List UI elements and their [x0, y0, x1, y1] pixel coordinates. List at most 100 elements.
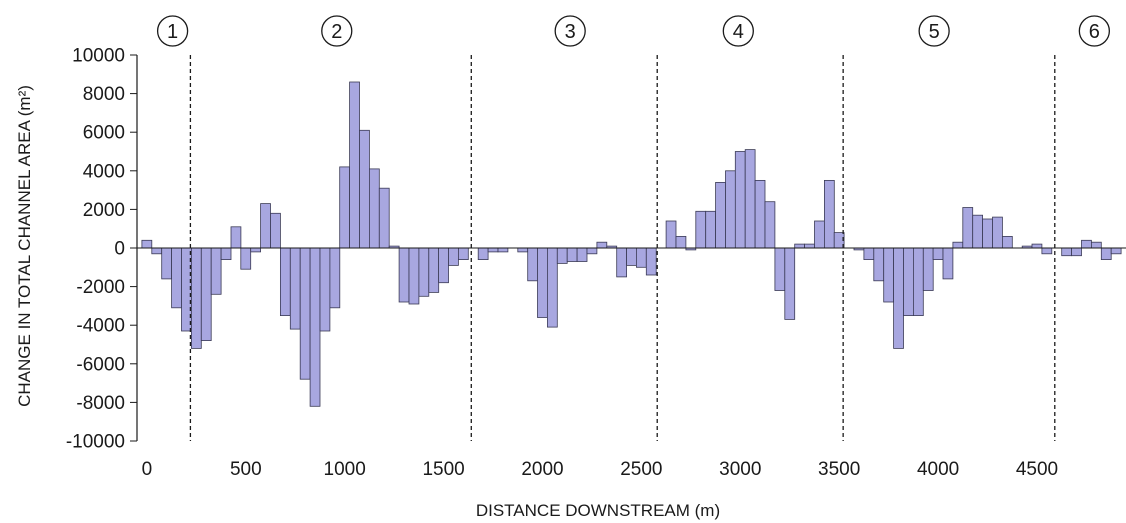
- x-axis-title: DISTANCE DOWNSTREAM (m): [476, 501, 720, 520]
- bar: [398, 247, 410, 303]
- bar: [576, 247, 588, 262]
- zone-label: 5: [929, 21, 940, 43]
- bar: [1041, 247, 1053, 255]
- zone-label: 3: [565, 21, 576, 43]
- bar: [200, 247, 212, 341]
- bar: [1031, 243, 1043, 249]
- zone-circle: [554, 15, 586, 47]
- bar: [586, 247, 598, 255]
- bar: [378, 187, 390, 249]
- bar: [992, 216, 1003, 249]
- bar: [725, 170, 736, 249]
- bar: [359, 129, 370, 249]
- bar-series: [141, 81, 1122, 407]
- bar: [448, 247, 459, 266]
- bar: [240, 247, 252, 270]
- zone-circle: [156, 15, 189, 47]
- zone-label: 1: [167, 21, 178, 43]
- bar: [1110, 247, 1122, 255]
- x-tick-label: 500: [230, 459, 262, 480]
- x-tick-label: 4500: [1016, 459, 1058, 480]
- bar: [220, 247, 232, 261]
- bar: [814, 220, 825, 249]
- bar: [527, 247, 539, 282]
- bar: [913, 247, 924, 316]
- bar: [349, 81, 360, 249]
- bar: [161, 247, 172, 280]
- bar: [141, 239, 153, 249]
- bar: [744, 149, 756, 249]
- bar: [230, 226, 242, 249]
- zone-circle: [918, 15, 950, 47]
- bar: [932, 247, 944, 261]
- bar: [675, 235, 687, 249]
- zone-label: 6: [1089, 21, 1100, 43]
- x-axis: 0 500 1000 1500 2000 2500 3000 3500 4000 4500: [142, 459, 1059, 480]
- bar: [566, 247, 578, 262]
- y-tick-label: -6000: [76, 354, 125, 375]
- x-tick-label: 3500: [818, 459, 860, 480]
- zone-label: 4: [733, 21, 744, 43]
- bar: [784, 247, 796, 320]
- bar: [636, 247, 647, 268]
- y-tick-label: 6000: [83, 123, 125, 144]
- bar: [903, 247, 914, 316]
- bar: [517, 247, 529, 253]
- bar: [547, 247, 558, 328]
- x-tick-label: 2500: [620, 459, 662, 480]
- bar: [319, 247, 331, 332]
- y-tick-label: -2000: [76, 277, 125, 298]
- y-tick-label: 4000: [83, 161, 125, 182]
- bar: [418, 247, 430, 297]
- y-tick-label: -8000: [76, 393, 125, 414]
- bar: [190, 247, 202, 349]
- bar: [764, 201, 776, 249]
- bar: [1071, 247, 1082, 257]
- bar: [487, 247, 499, 253]
- bar: [596, 241, 608, 249]
- x-tick-label: 2000: [521, 459, 563, 480]
- bar: [368, 168, 380, 249]
- bar: [873, 247, 885, 282]
- bar: [151, 247, 163, 255]
- y-axis-title: CHANGE IN TOTAL CHANNEL AREA (m²): [15, 85, 34, 407]
- bar: [982, 218, 993, 249]
- bar: [457, 247, 469, 261]
- zone-circle: [321, 15, 353, 47]
- bar: [645, 247, 657, 276]
- bar: [250, 247, 261, 253]
- bar: [863, 247, 875, 261]
- bar: [1061, 247, 1072, 257]
- bar: [1100, 247, 1112, 261]
- zone-circle: [722, 15, 754, 47]
- bar: [438, 247, 449, 284]
- zone-label: 2: [331, 21, 342, 43]
- y-tick-label: 2000: [83, 200, 125, 221]
- bar: [1002, 235, 1013, 249]
- bar: [289, 247, 301, 330]
- bar: [942, 247, 954, 280]
- bar: [408, 247, 420, 305]
- bar: [309, 247, 321, 407]
- y-axis: 10000 8000 6000 4000 2000 0 -2000 -4000 -6000 -80…: [66, 46, 137, 453]
- bar: [1081, 239, 1092, 249]
- y-tick-label: 0: [114, 239, 125, 260]
- x-tick-label: 1500: [422, 459, 464, 480]
- bar: [883, 247, 895, 303]
- x-tick-label: 0: [142, 459, 153, 480]
- bar: [260, 203, 271, 249]
- bar: [329, 247, 341, 309]
- bar: [705, 210, 717, 249]
- bar: [537, 247, 548, 318]
- bar: [626, 247, 637, 266]
- y-tick-label: 10000: [72, 46, 125, 67]
- bar: [279, 247, 291, 316]
- x-tick-label: 3000: [719, 459, 761, 480]
- bar: [972, 214, 984, 249]
- bar: [497, 247, 509, 253]
- bar: [922, 247, 934, 291]
- bar: [616, 247, 628, 278]
- bar: [715, 181, 726, 249]
- bar: [556, 247, 568, 264]
